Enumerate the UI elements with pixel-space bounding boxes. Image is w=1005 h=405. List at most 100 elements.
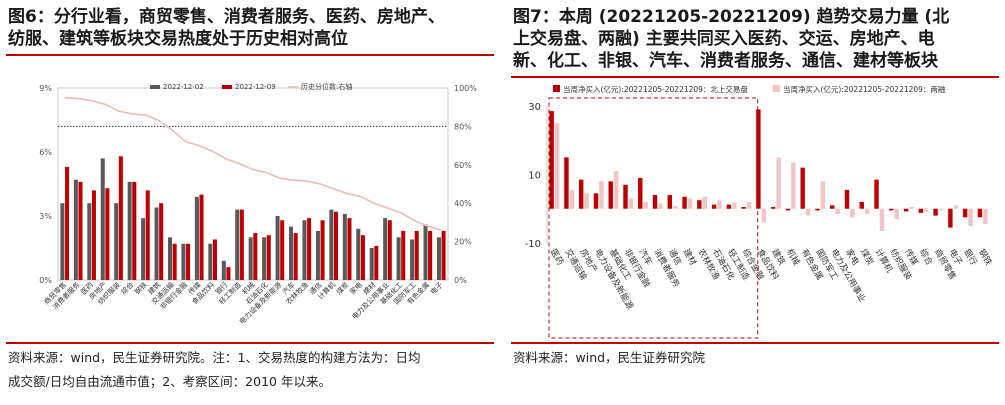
bar-margin — [791, 162, 796, 209]
left-source-note: 资料来源：wind，民生证券研究院。注：1、交易热度的构建方法为：日均 成交额/… — [8, 346, 494, 394]
left-note-rule — [6, 342, 494, 344]
left-note-line-2: 成交额/日均自由流通市值；2、考察区间：2010 年以来。 — [8, 374, 331, 389]
bar-20221209 — [374, 245, 379, 280]
bar-northbound — [726, 204, 732, 209]
bar-20221209 — [414, 230, 419, 280]
bar-northbound — [593, 193, 599, 209]
y-right-tick-label: 80% — [454, 122, 472, 131]
bar-margin — [599, 181, 604, 209]
y-left-tick-label: 0% — [39, 276, 52, 285]
right-chart-title: 图7：本周 (20221205-20221209) 趋势交易力量 (北 上交易盘… — [513, 6, 999, 72]
bar-northbound — [578, 179, 584, 209]
bar-20221209 — [253, 233, 258, 280]
bar-20221209 — [333, 211, 339, 280]
x-tick-label: 综合 — [119, 280, 135, 296]
bar-northbound — [859, 201, 864, 209]
bar-20221209 — [441, 230, 446, 280]
bar-northbound — [948, 208, 953, 228]
bar-20221209 — [91, 190, 96, 280]
bar-20221202 — [302, 220, 307, 280]
bar-20221209 — [226, 267, 231, 280]
y-right-tick-label: 40% — [454, 199, 472, 208]
y-right-tick-label: 20% — [454, 238, 472, 247]
bar-margin — [909, 207, 914, 209]
bar-20221209 — [280, 220, 285, 280]
x-tick-label: 钢铁 — [133, 280, 149, 296]
legend-swatch — [222, 85, 232, 89]
left-title-line-1: 图6：分行业看，商贸零售、消费者服务、医药、房地产、 — [8, 7, 445, 27]
bar-20221209 — [212, 239, 217, 280]
bar-margin — [924, 208, 929, 213]
bar-margin — [864, 208, 870, 214]
right-chart: -101030医药交通运输房地产电力设备及新能源基础化工非银行金融汽车消费者服务… — [525, 84, 994, 339]
bar-northbound — [667, 195, 673, 209]
right-title-line-1: 图7：本周 (20221205-20221209) 趋势交易力量 (北 — [513, 7, 950, 27]
bar-20221202 — [329, 209, 334, 280]
bar-margin — [953, 205, 959, 209]
bar-20221209 — [78, 181, 83, 280]
bar-20221209 — [145, 190, 150, 280]
bar-northbound — [608, 181, 613, 209]
bar-20221202 — [127, 181, 132, 280]
y-left-tick-label: 3% — [39, 212, 52, 221]
bar-margin — [687, 198, 693, 209]
bar-margin — [658, 203, 663, 209]
bar-margin — [761, 208, 767, 223]
bar-20221209 — [65, 166, 70, 280]
x-tick-label: 煤炭 — [858, 247, 876, 268]
y-tick-label: -10 — [525, 239, 541, 250]
bar-northbound — [756, 109, 761, 209]
x-tick-label: 煤炭 — [334, 280, 350, 296]
bar-northbound — [741, 207, 746, 209]
y-right-tick-label: 100% — [454, 84, 477, 93]
left-chart: 0%3%6%9%0%20%40%60%80%100%商贸零售消费者服务医药房地产… — [39, 82, 477, 326]
bar-20221202 — [208, 243, 213, 280]
bar-margin — [938, 208, 944, 211]
bar-20221202 — [141, 218, 146, 280]
bar-20221202 — [154, 207, 159, 280]
bar-margin — [820, 181, 826, 209]
bar-20221209 — [401, 230, 406, 280]
bar-northbound — [933, 208, 938, 216]
bar-20221202 — [248, 237, 253, 280]
bar-20221202 — [436, 237, 441, 280]
x-tick-label: 钢铁 — [976, 247, 994, 268]
bar-20221202 — [289, 226, 294, 280]
bar-20221202 — [194, 196, 199, 280]
bar-20221209 — [428, 230, 433, 280]
bar-20221209 — [199, 194, 204, 280]
bar-northbound — [711, 204, 717, 209]
bar-northbound — [564, 157, 569, 209]
y-right-tick-label: 60% — [454, 161, 472, 170]
bar-northbound — [697, 200, 702, 209]
bar-northbound — [652, 195, 658, 209]
right-title-line-3: 新、化工、非银、汽车、消费者服务、通信、建材等板块 — [513, 51, 938, 71]
legend-swatch — [150, 85, 160, 89]
legend-swatch — [553, 85, 560, 92]
bar-margin — [894, 208, 899, 220]
bar-20221202 — [315, 230, 320, 280]
bar-20221202 — [396, 237, 401, 280]
y-tick-label: 10 — [528, 171, 541, 182]
bar-northbound — [549, 111, 554, 209]
bar-margin — [879, 208, 885, 232]
x-tick-label: 医药 — [548, 247, 566, 267]
legend-swatch — [773, 85, 780, 92]
x-tick-label: 建材 — [681, 247, 699, 268]
bar-margin — [613, 171, 619, 209]
bar-northbound — [844, 189, 850, 209]
y-left-tick-label: 6% — [39, 148, 52, 157]
left-title-line-2: 纺服、建筑等板块交易热度处于历史相对高位 — [8, 29, 348, 49]
right-title-rule — [511, 76, 999, 78]
bar-20221209 — [105, 188, 110, 280]
plot-frame — [57, 87, 449, 281]
bar-20221209 — [266, 235, 271, 280]
right-source-note: 资料来源：wind，民生证券研究院 — [513, 346, 999, 370]
legend-label: 当周净买入(亿元):20221205-20221209：两融 — [783, 84, 946, 94]
bar-margin — [673, 206, 678, 209]
bar-20221202 — [356, 228, 361, 280]
bar-margin — [746, 201, 752, 209]
bar-northbound — [874, 179, 879, 209]
bar-20221202 — [167, 237, 173, 280]
x-tick-label: 银行 — [961, 247, 979, 268]
